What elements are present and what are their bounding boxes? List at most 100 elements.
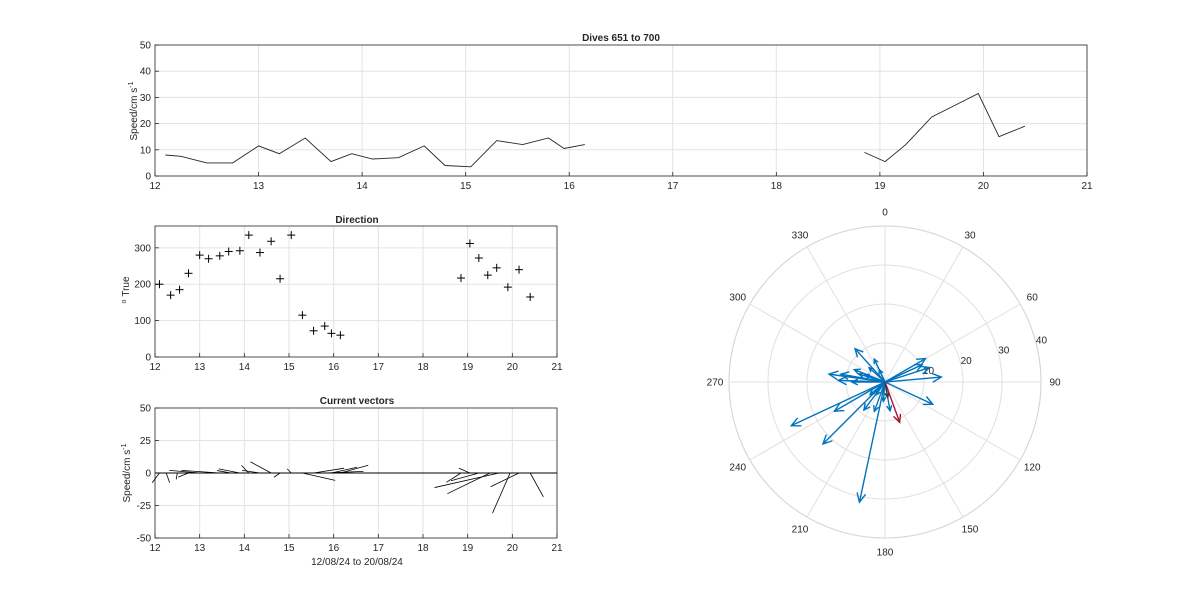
rose-theta-label: 90 <box>1049 378 1061 389</box>
rose-vector <box>878 368 886 383</box>
rose-vector-shaft <box>868 367 886 383</box>
rose-theta-label: 300 <box>729 293 746 304</box>
rose-panel: 0 30 60 90 120 150 180 210 240 270 300 330 10 20 30 40 <box>707 208 1061 559</box>
rose-vector-head <box>862 403 871 412</box>
rose-vector <box>880 381 887 404</box>
direction-title: Direction <box>335 215 378 226</box>
rose-vector-dark-head <box>884 392 890 399</box>
rose-vector-shaft <box>884 376 942 383</box>
speed-plot-frame <box>154 44 1088 177</box>
direction-ytick-label: 100 <box>134 316 151 327</box>
rose-r-label: 20 <box>961 356 973 367</box>
rose-vector-head <box>832 402 845 413</box>
vectors-xtick-label: 12 <box>149 543 161 554</box>
speed-panel: Dives 651 to 700 Speed/cm s-1 12 13 14 15 16… <box>128 33 1093 192</box>
current-vector <box>165 472 171 483</box>
speed-xtick-label: 17 <box>667 181 679 192</box>
speed-ylabel: Speed/cm s-1 <box>128 81 140 140</box>
speed-line <box>165 137 585 168</box>
direction-point <box>456 274 465 283</box>
rose-vector-shaft <box>884 381 934 405</box>
rose-vector <box>821 381 886 446</box>
vectors-xtick-label: 21 <box>551 543 563 554</box>
rose-theta-label: 270 <box>707 378 724 389</box>
speed-ylabel-text: Speed/cm s <box>129 88 140 141</box>
rose-spoke <box>884 381 1021 461</box>
rose-spoke <box>884 381 964 518</box>
rose-vector <box>853 347 886 383</box>
direction-point <box>195 251 204 260</box>
rose-vector-shaft <box>833 381 886 412</box>
current-vector <box>492 472 511 514</box>
vectors-ytick-label: -50 <box>137 534 152 545</box>
direction-ylabel: o True <box>121 276 132 304</box>
rose-vector <box>832 381 886 413</box>
direction-ytick-label: 0 <box>145 353 151 364</box>
direction-ytick-label: 300 <box>134 243 151 254</box>
direction-panel: Direction o True 12 13 14 15 16 17 18 19 20 21 0 100… <box>121 215 563 373</box>
vectors-xtick-label: 18 <box>417 543 429 554</box>
rose-spoke <box>806 381 886 518</box>
rose-vector <box>789 381 886 427</box>
direction-point <box>175 285 184 294</box>
rose-vector-head <box>857 372 865 379</box>
direction-point <box>492 263 501 272</box>
rose-theta-label: 180 <box>877 548 894 559</box>
rose-vector <box>862 381 886 412</box>
current-vector <box>450 472 479 482</box>
current-vector <box>169 470 200 474</box>
rose-vector-shaft <box>878 369 886 383</box>
speed-xtick-label: 21 <box>1081 181 1093 192</box>
current-vector <box>175 472 178 480</box>
direction-xtick-label: 20 <box>507 362 519 373</box>
speed-ytick-label: 40 <box>140 67 152 78</box>
direction-point <box>276 274 285 283</box>
direction-point <box>474 254 483 263</box>
rose-theta-label: 120 <box>1024 463 1041 474</box>
rose-vector-head <box>873 405 880 413</box>
rose-theta-label: 210 <box>792 525 809 536</box>
rose-vector-shaft <box>838 379 886 383</box>
direction-point <box>244 231 253 240</box>
vectors-xtick-label: 20 <box>507 543 519 554</box>
rose-vector-head <box>850 378 859 386</box>
vectors-ylabel-text: Speed/cm s <box>122 450 133 503</box>
vectors-ytick-label: 0 <box>145 469 151 480</box>
direction-point <box>320 322 329 331</box>
speed-ytick-label: 20 <box>140 119 152 130</box>
current-vector <box>286 468 292 474</box>
current-vector <box>490 472 520 488</box>
direction-point <box>235 246 244 255</box>
speed-ytick-label: 50 <box>140 41 152 52</box>
direction-point <box>215 251 224 260</box>
rose-vector-head <box>827 370 839 381</box>
direction-point <box>526 292 535 301</box>
rose-vector-shaft <box>822 381 886 445</box>
direction-point <box>515 265 524 274</box>
current-vector <box>529 472 544 498</box>
rose-vector-head <box>836 375 848 386</box>
rose-vector-head <box>886 404 893 413</box>
rose-vector <box>884 357 927 383</box>
rose-theta-label: 240 <box>729 463 746 474</box>
direction-point <box>224 247 233 256</box>
speed-ytick-label: 0 <box>145 172 151 183</box>
speed-line <box>864 92 1026 163</box>
current-vector <box>151 472 160 484</box>
direction-xtick-label: 16 <box>328 362 340 373</box>
speed-xtick-label: 14 <box>357 181 369 192</box>
current-vector <box>302 472 336 481</box>
speed-title: Dives 651 to 700 <box>582 33 660 44</box>
rose-vector-head <box>821 434 833 446</box>
speed-ytick-label: 10 <box>140 145 152 156</box>
rose-vector <box>836 375 886 386</box>
rose-r-label: 10 <box>923 366 935 377</box>
vectors-xtick-label: 19 <box>462 543 474 554</box>
speed-xtick-label: 13 <box>253 181 265 192</box>
rose-mean-vector <box>884 381 902 424</box>
direction-point <box>255 248 264 257</box>
rose-vector-head <box>873 357 879 365</box>
rose-theta-label: 30 <box>964 230 976 241</box>
rose-vector-head <box>880 396 887 404</box>
